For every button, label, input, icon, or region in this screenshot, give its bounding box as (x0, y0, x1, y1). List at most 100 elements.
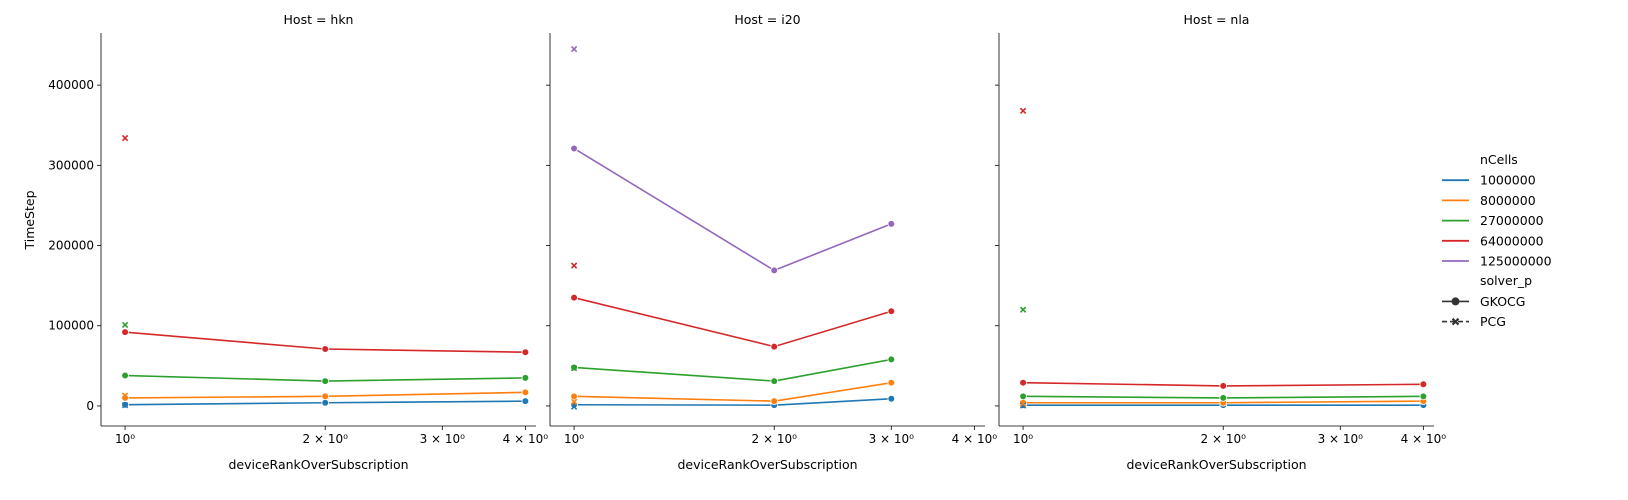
y-tick-label: 200000 (48, 239, 94, 253)
data-point (570, 398, 578, 406)
data-point (570, 293, 578, 302)
data-point (887, 220, 896, 228)
x-tick-label: 3 × 10⁰ (1318, 432, 1364, 446)
y-tick-label: 400000 (48, 78, 94, 92)
data-point (121, 328, 129, 336)
x-tick-label: 4 × 10⁰ (1401, 432, 1447, 446)
series-gkocg-64000000 (570, 293, 896, 351)
series-gkocg-27000000 (121, 371, 530, 385)
legend-label: 27000000 (1480, 213, 1544, 228)
x-axis-label: deviceRankOverSubscription (1126, 457, 1306, 472)
series-line (574, 381, 892, 402)
x-tick-label: 4 × 10⁰ (952, 432, 998, 446)
y-tick-label: 0 (86, 399, 94, 413)
data-point (770, 266, 779, 275)
legend-marker (1451, 317, 1460, 326)
data-point (570, 365, 578, 372)
series-gkocg-8000000 (570, 378, 896, 405)
data-point (521, 374, 530, 382)
data-point (887, 355, 896, 364)
series-line (573, 147, 892, 272)
series-gkocg-8000000 (121, 388, 530, 402)
data-point (570, 144, 578, 153)
series-pcg-64000000 (1019, 107, 1027, 114)
panel-i20: Host = i20 10⁰ 2 × 10⁰ 3 × 10⁰ 4 × 10⁰ device… (546, 12, 997, 472)
panel-title: Host = nla (1184, 12, 1250, 27)
x-tick-label: 10⁰ (1013, 432, 1033, 446)
legend-label: 8000000 (1480, 193, 1536, 208)
x-tick-label: 3 × 10⁰ (869, 432, 915, 446)
x-tick-label: 10⁰ (564, 432, 584, 446)
data-point (887, 378, 896, 387)
series-gkocg-27000000 (1019, 392, 1428, 402)
series-pcg-27000000 (570, 365, 578, 372)
data-point (570, 45, 578, 53)
y-tick-label: 100000 (48, 319, 94, 333)
legend-label: 1000000 (1480, 173, 1536, 188)
legend-label: 125000000 (1480, 254, 1552, 269)
data-point (321, 345, 330, 353)
legend: nCells 1000000 8000000 27000000 64000000 1250… (1442, 152, 1552, 329)
panel-hkn: Host = hkn 0 100000 200000 300000 400000 10⁰ 2 … (48, 12, 548, 472)
x-tick-label: 2 × 10⁰ (1201, 432, 1247, 446)
data-point (570, 262, 578, 269)
data-point (570, 392, 578, 401)
y-axis-label: TimeStep (22, 190, 37, 250)
series-pcg-8000000 (570, 398, 578, 406)
series-pcg-1000000 (570, 403, 578, 410)
data-point (521, 397, 530, 405)
data-point (521, 348, 530, 357)
series-pcg-27000000 (121, 321, 129, 329)
data-point (1019, 378, 1027, 387)
data-point (321, 392, 330, 401)
x-axis-label: deviceRankOverSubscription (677, 457, 857, 472)
data-point (770, 377, 779, 385)
x-tick-label: 2 × 10⁰ (303, 432, 349, 446)
data-point (121, 134, 129, 142)
data-point (570, 403, 578, 410)
data-point (770, 342, 779, 351)
data-point (887, 394, 896, 403)
series-gkocg-27000000 (570, 355, 896, 385)
series-line (573, 296, 892, 348)
series-pcg-8000000 (1019, 400, 1027, 407)
data-point (121, 392, 129, 399)
x-axis-label: deviceRankOverSubscription (228, 457, 408, 472)
data-point (121, 371, 129, 380)
x-tick-label: 4 × 10⁰ (503, 432, 549, 446)
series-pcg-27000000 (1019, 306, 1027, 313)
data-point (770, 397, 779, 405)
data-point (1419, 380, 1428, 389)
panel-title: Host = i20 (734, 12, 800, 27)
x-tick-label: 3 × 10⁰ (420, 432, 466, 446)
legend-style-title: solver_p (1480, 273, 1532, 288)
legend-hue-title: nCells (1480, 152, 1518, 167)
x-tick-label: 10⁰ (115, 432, 135, 446)
data-point (521, 388, 530, 397)
data-point (887, 307, 896, 316)
panel-nla: Host = nla 10⁰ 2 × 10⁰ 3 × 10⁰ 4 × 10⁰ device… (995, 12, 1446, 472)
legend-label: PCG (1480, 314, 1506, 329)
data-point (1419, 392, 1428, 401)
data-point (1019, 400, 1027, 407)
legend-marker (1451, 297, 1460, 306)
series-pcg-1000000 (1019, 402, 1027, 409)
panel-title: Host = hkn (284, 12, 354, 27)
series-line (574, 358, 892, 382)
y-tick-label: 300000 (48, 158, 94, 172)
series-pcg-8000000 (121, 392, 129, 399)
data-point (1219, 394, 1228, 402)
x-tick-label: 2 × 10⁰ (752, 432, 798, 446)
data-point (1219, 382, 1228, 390)
series-pcg-1000000 (121, 401, 129, 409)
series-pcg-64000000 (121, 134, 129, 142)
data-point (1019, 402, 1027, 409)
series-pcg-64000000 (570, 262, 578, 269)
data-point (1019, 107, 1027, 114)
data-point (121, 401, 129, 409)
series-pcg-125000000 (570, 45, 578, 53)
series-gkocg-64000000 (1019, 378, 1428, 390)
data-point (121, 321, 129, 329)
data-point (1019, 392, 1027, 401)
